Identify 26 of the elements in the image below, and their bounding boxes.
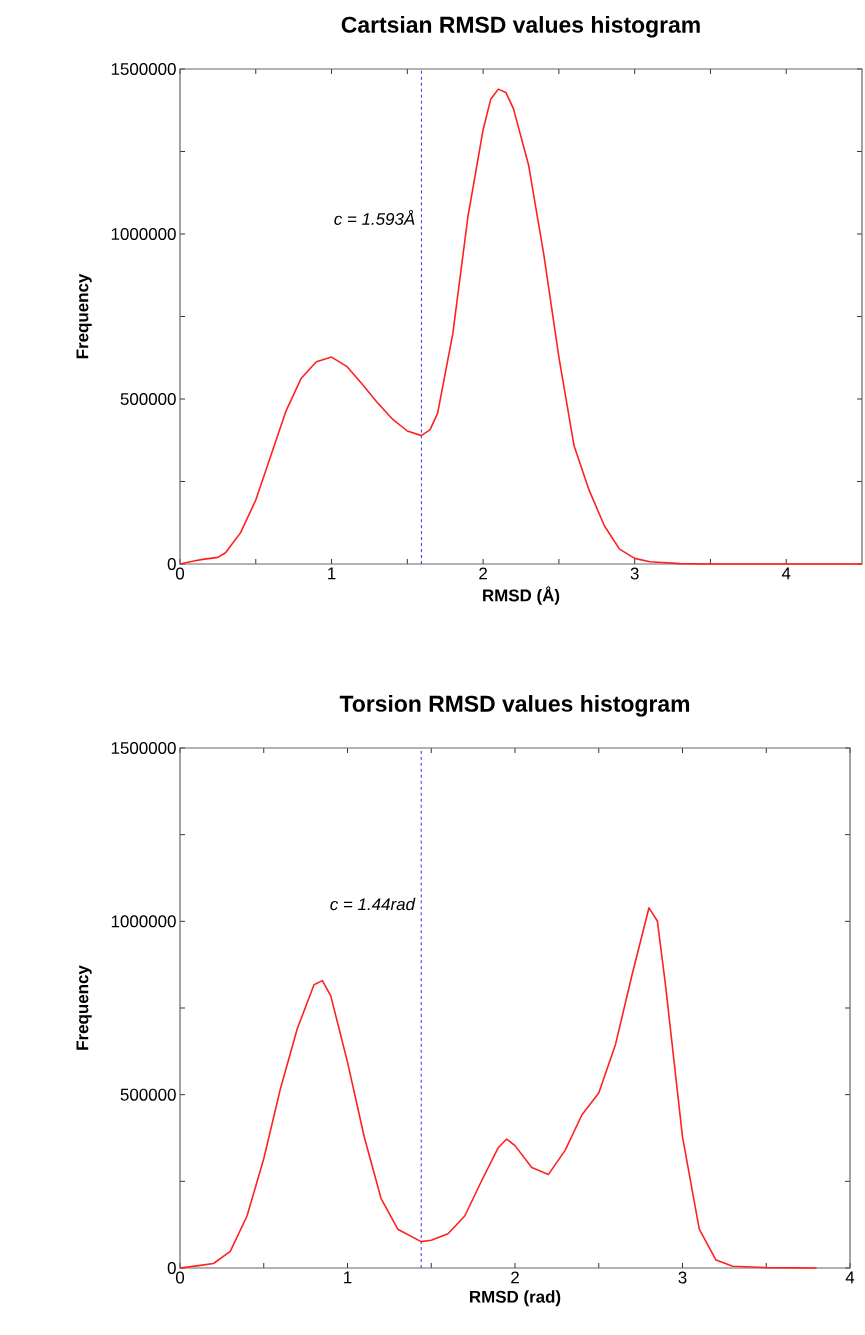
x-tick-label: 1 bbox=[344, 1271, 352, 1284]
y-tick-label: 0 bbox=[167, 557, 176, 570]
ref-line-label: c = 1.44rad bbox=[330, 897, 416, 911]
x-tick-label: 1 bbox=[328, 567, 336, 580]
ref-line-label: c = 1.593Å bbox=[334, 210, 415, 225]
y-tick-label: 0 bbox=[167, 1262, 176, 1274]
x-tick-label: 4 bbox=[781, 567, 791, 580]
x-tick-label: 2 bbox=[511, 1271, 519, 1284]
x-tick-label: 2 bbox=[479, 567, 487, 580]
x-tick-label: 3 bbox=[630, 567, 639, 580]
x-axis-title: RMSD (Å) bbox=[483, 586, 560, 605]
y-tick-label: 1000000 bbox=[111, 227, 176, 240]
y-tick-label: 500000 bbox=[120, 1088, 176, 1101]
x-tick-label: 0 bbox=[175, 1271, 185, 1284]
x-tick-label: 3 bbox=[678, 1271, 687, 1284]
y-tick-label: 500000 bbox=[120, 392, 176, 405]
x-tick-label: 0 bbox=[175, 567, 185, 580]
chart-title: Torsion RMSD values histogram bbox=[339, 695, 690, 717]
y-tick-label: 1500000 bbox=[111, 62, 176, 75]
y-tick-label: 1000000 bbox=[111, 915, 176, 928]
chart-title: Cartsian RMSD values histogram bbox=[341, 16, 700, 38]
x-axis-title: RMSD (rad) bbox=[470, 1290, 561, 1307]
y-axis-title: Frequency bbox=[76, 273, 92, 359]
y-tick-label: 1500000 bbox=[111, 742, 176, 754]
x-tick-label: 4 bbox=[845, 1271, 855, 1284]
y-axis-title: Frequency bbox=[76, 965, 92, 1050]
